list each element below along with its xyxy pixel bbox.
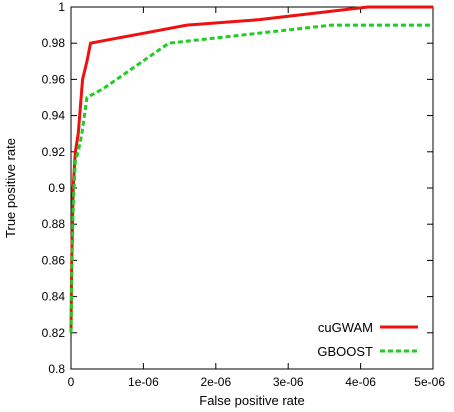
tick-labels: 0.8 0.82 0.84 0.86 0.88 0.9 0.92 0.94 0.96 0.98 1 0… (42, 0, 446, 389)
series-lines (69, 5, 433, 333)
x-tick-label: 3e-06 (273, 375, 304, 389)
y-tick-label: 0.84 (42, 290, 66, 304)
series-line-gboost (69, 23, 433, 333)
legend-label-cugwam: cuGWAM (318, 320, 373, 335)
legend: cuGWAM GBOOST (317, 320, 418, 359)
plot-frame (70, 6, 434, 370)
y-tick-label: 0.86 (42, 253, 66, 267)
x-tick-label: 2e-06 (200, 375, 231, 389)
y-tick-label: 0.94 (42, 109, 66, 123)
y-tick-label: 0.82 (42, 326, 66, 340)
legend-label-gboost: GBOOST (317, 344, 373, 359)
y-tick-label: 1 (58, 0, 65, 14)
x-tick-label: 5e-06 (414, 375, 445, 389)
y-tick-label: 0.98 (42, 36, 66, 50)
y-axis-label: True positive rate (3, 138, 18, 238)
x-axis-label: False positive rate (199, 393, 305, 408)
series-line-cugwam (69, 5, 433, 333)
y-tick-label: 0.96 (42, 72, 66, 86)
x-tick-label: 0 (68, 375, 75, 389)
x-tick-label: 1e-06 (128, 375, 159, 389)
y-tick-label: 0.8 (48, 362, 65, 376)
x-tick-label: 4e-06 (345, 375, 376, 389)
y-tick-label: 0.88 (42, 217, 66, 231)
ticks (70, 6, 434, 370)
y-tick-label: 0.92 (42, 145, 66, 159)
y-tick-label: 0.9 (48, 181, 65, 195)
